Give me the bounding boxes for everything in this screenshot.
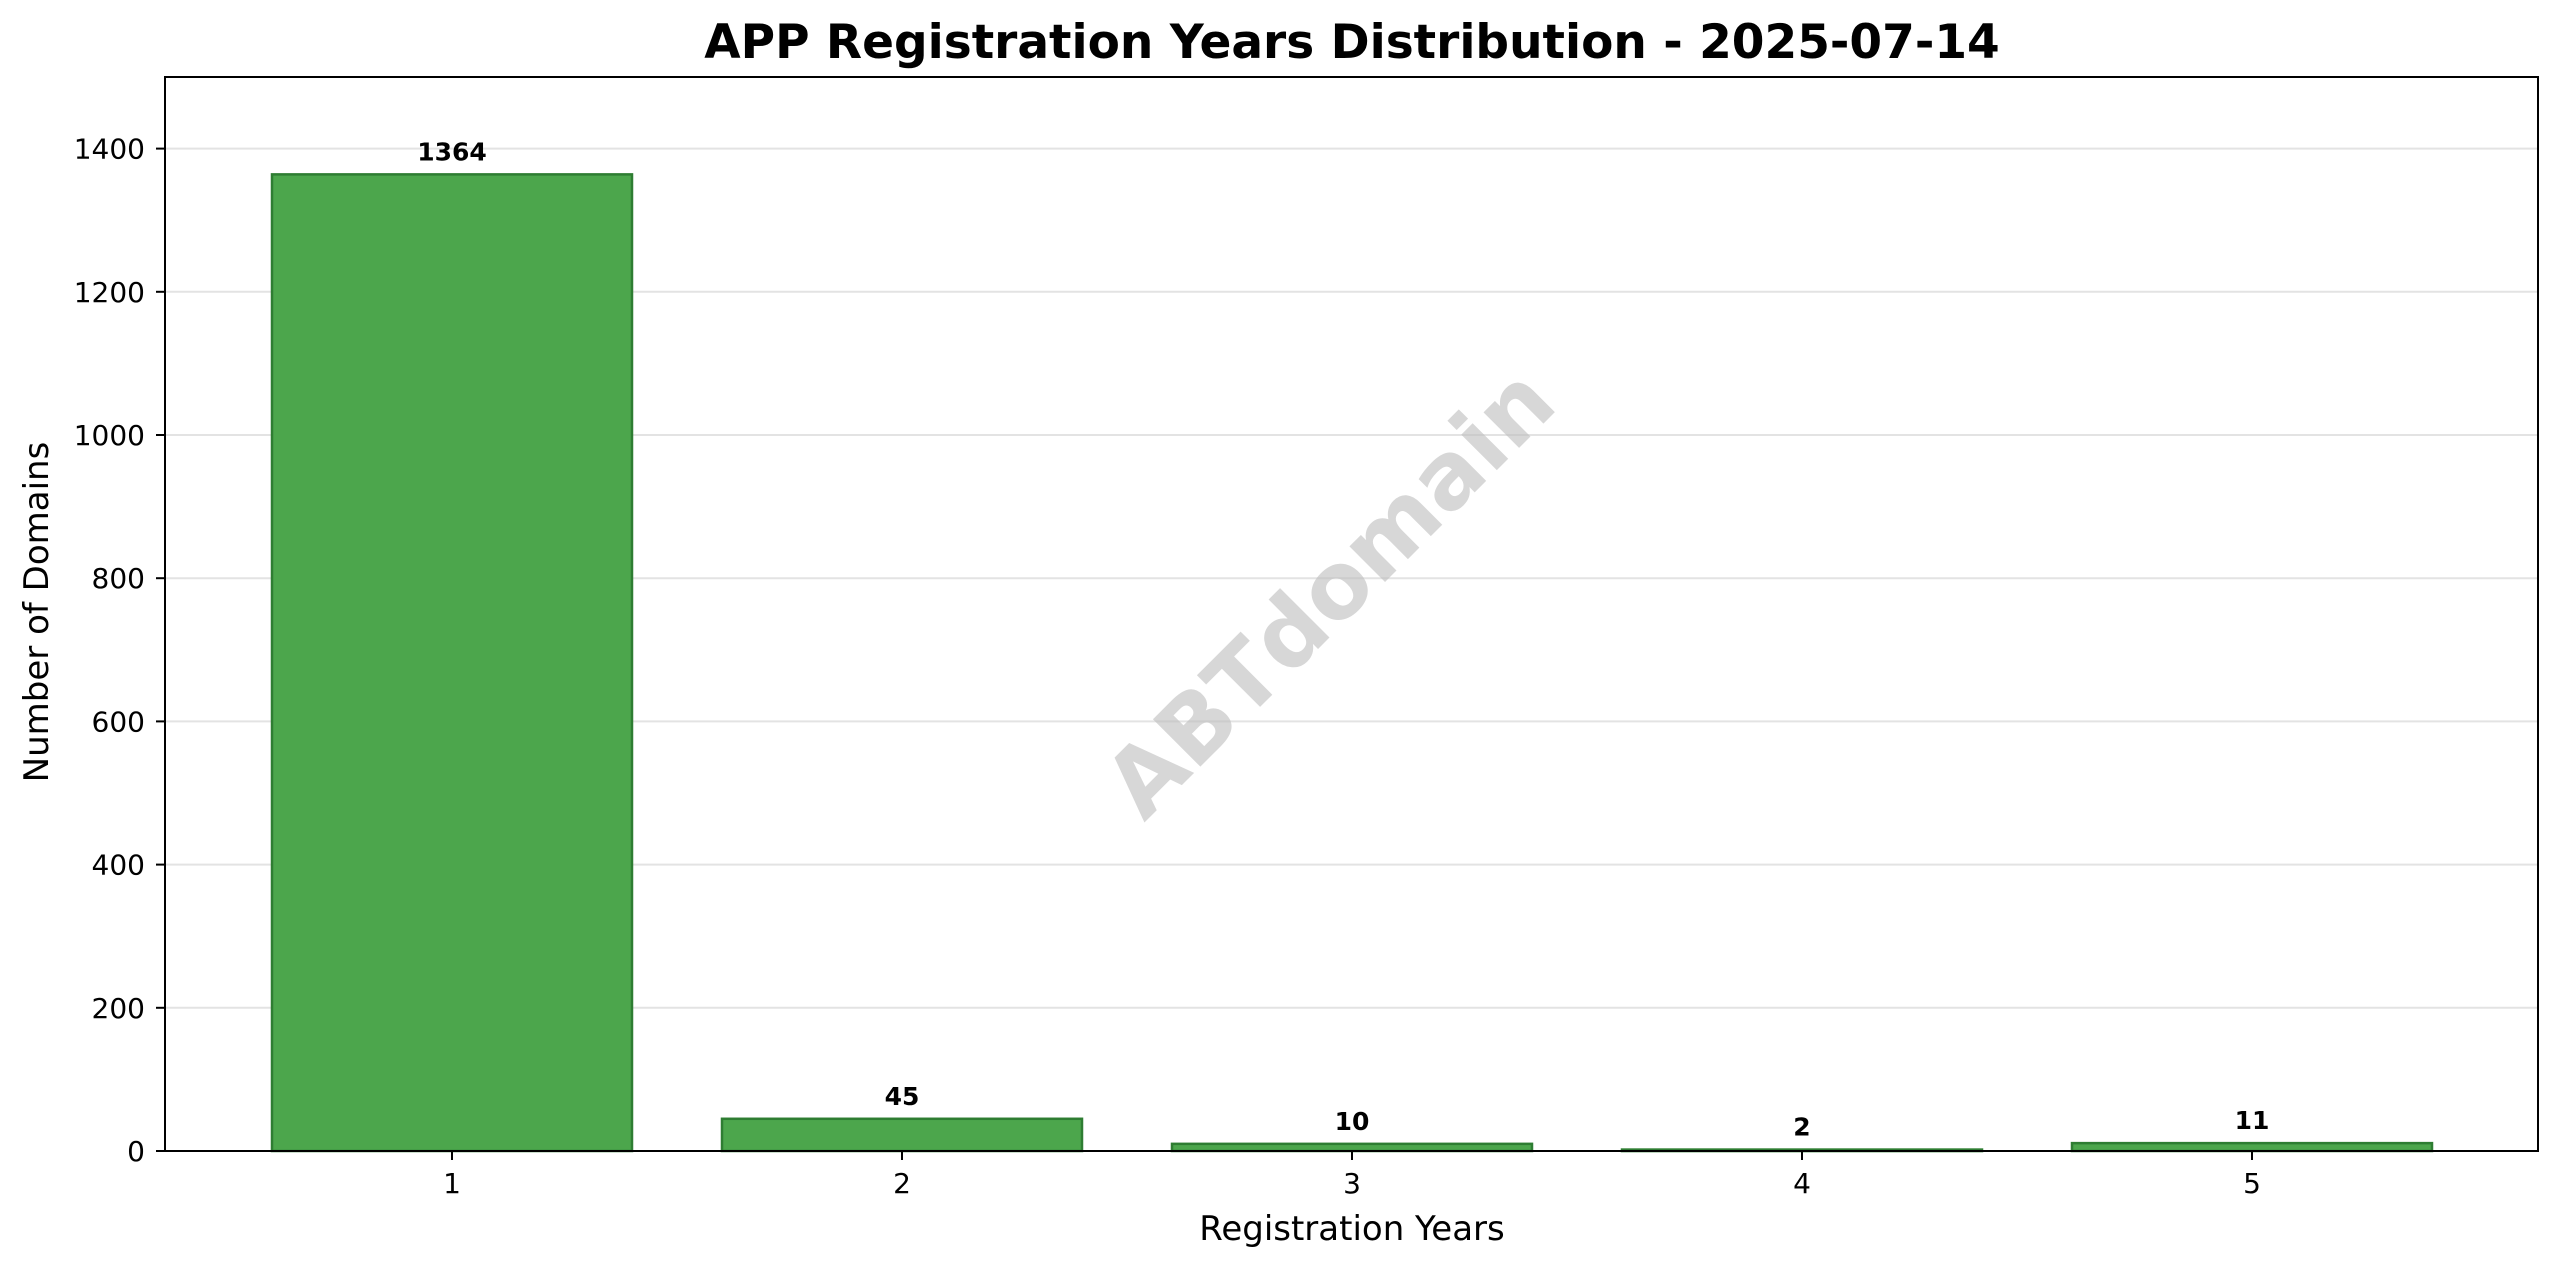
bar-1 <box>270 173 634 1153</box>
data-label-3: 10 <box>1335 1107 1370 1136</box>
y-tick-label: 1200 <box>74 276 145 309</box>
x-tick-label: 2 <box>893 1167 911 1200</box>
x-axis: 1 2 3 4 5 <box>443 1151 2261 1200</box>
bars <box>270 173 2434 1153</box>
x-tick-label: 4 <box>1793 1167 1811 1200</box>
x-axis-label: Registration Years <box>1199 1209 1505 1249</box>
x-tick-label: 1 <box>443 1167 461 1200</box>
y-tick-label: 200 <box>92 992 145 1025</box>
y-tick-label: 1400 <box>74 133 145 166</box>
watermark: ABTdomain <box>1084 347 1576 839</box>
x-tick-label: 5 <box>2243 1167 2261 1200</box>
data-label-5: 11 <box>2235 1106 2270 1135</box>
data-label-1: 1364 <box>417 137 487 166</box>
data-label-2: 45 <box>885 1082 920 1111</box>
x-tick-label: 3 <box>1343 1167 1361 1200</box>
bar-5 <box>2070 1141 2434 1153</box>
data-label-4: 2 <box>1793 1113 1810 1142</box>
y-tick-label: 400 <box>92 849 145 882</box>
y-axis: 0 200 400 600 800 1000 1200 1400 <box>74 133 165 1168</box>
y-axis-label: Number of Domains <box>17 442 57 783</box>
bar-2 <box>720 1117 1084 1153</box>
data-labels: 1364 45 10 2 11 <box>417 137 2269 1141</box>
y-tick-label: 800 <box>92 562 145 595</box>
y-tick-label: 1000 <box>74 419 145 452</box>
bar-3 <box>1170 1142 1534 1153</box>
y-tick-label: 600 <box>92 705 145 738</box>
chart-title: APP Registration Years Distribution - 20… <box>704 15 1999 70</box>
y-tick-label: 0 <box>127 1135 145 1168</box>
